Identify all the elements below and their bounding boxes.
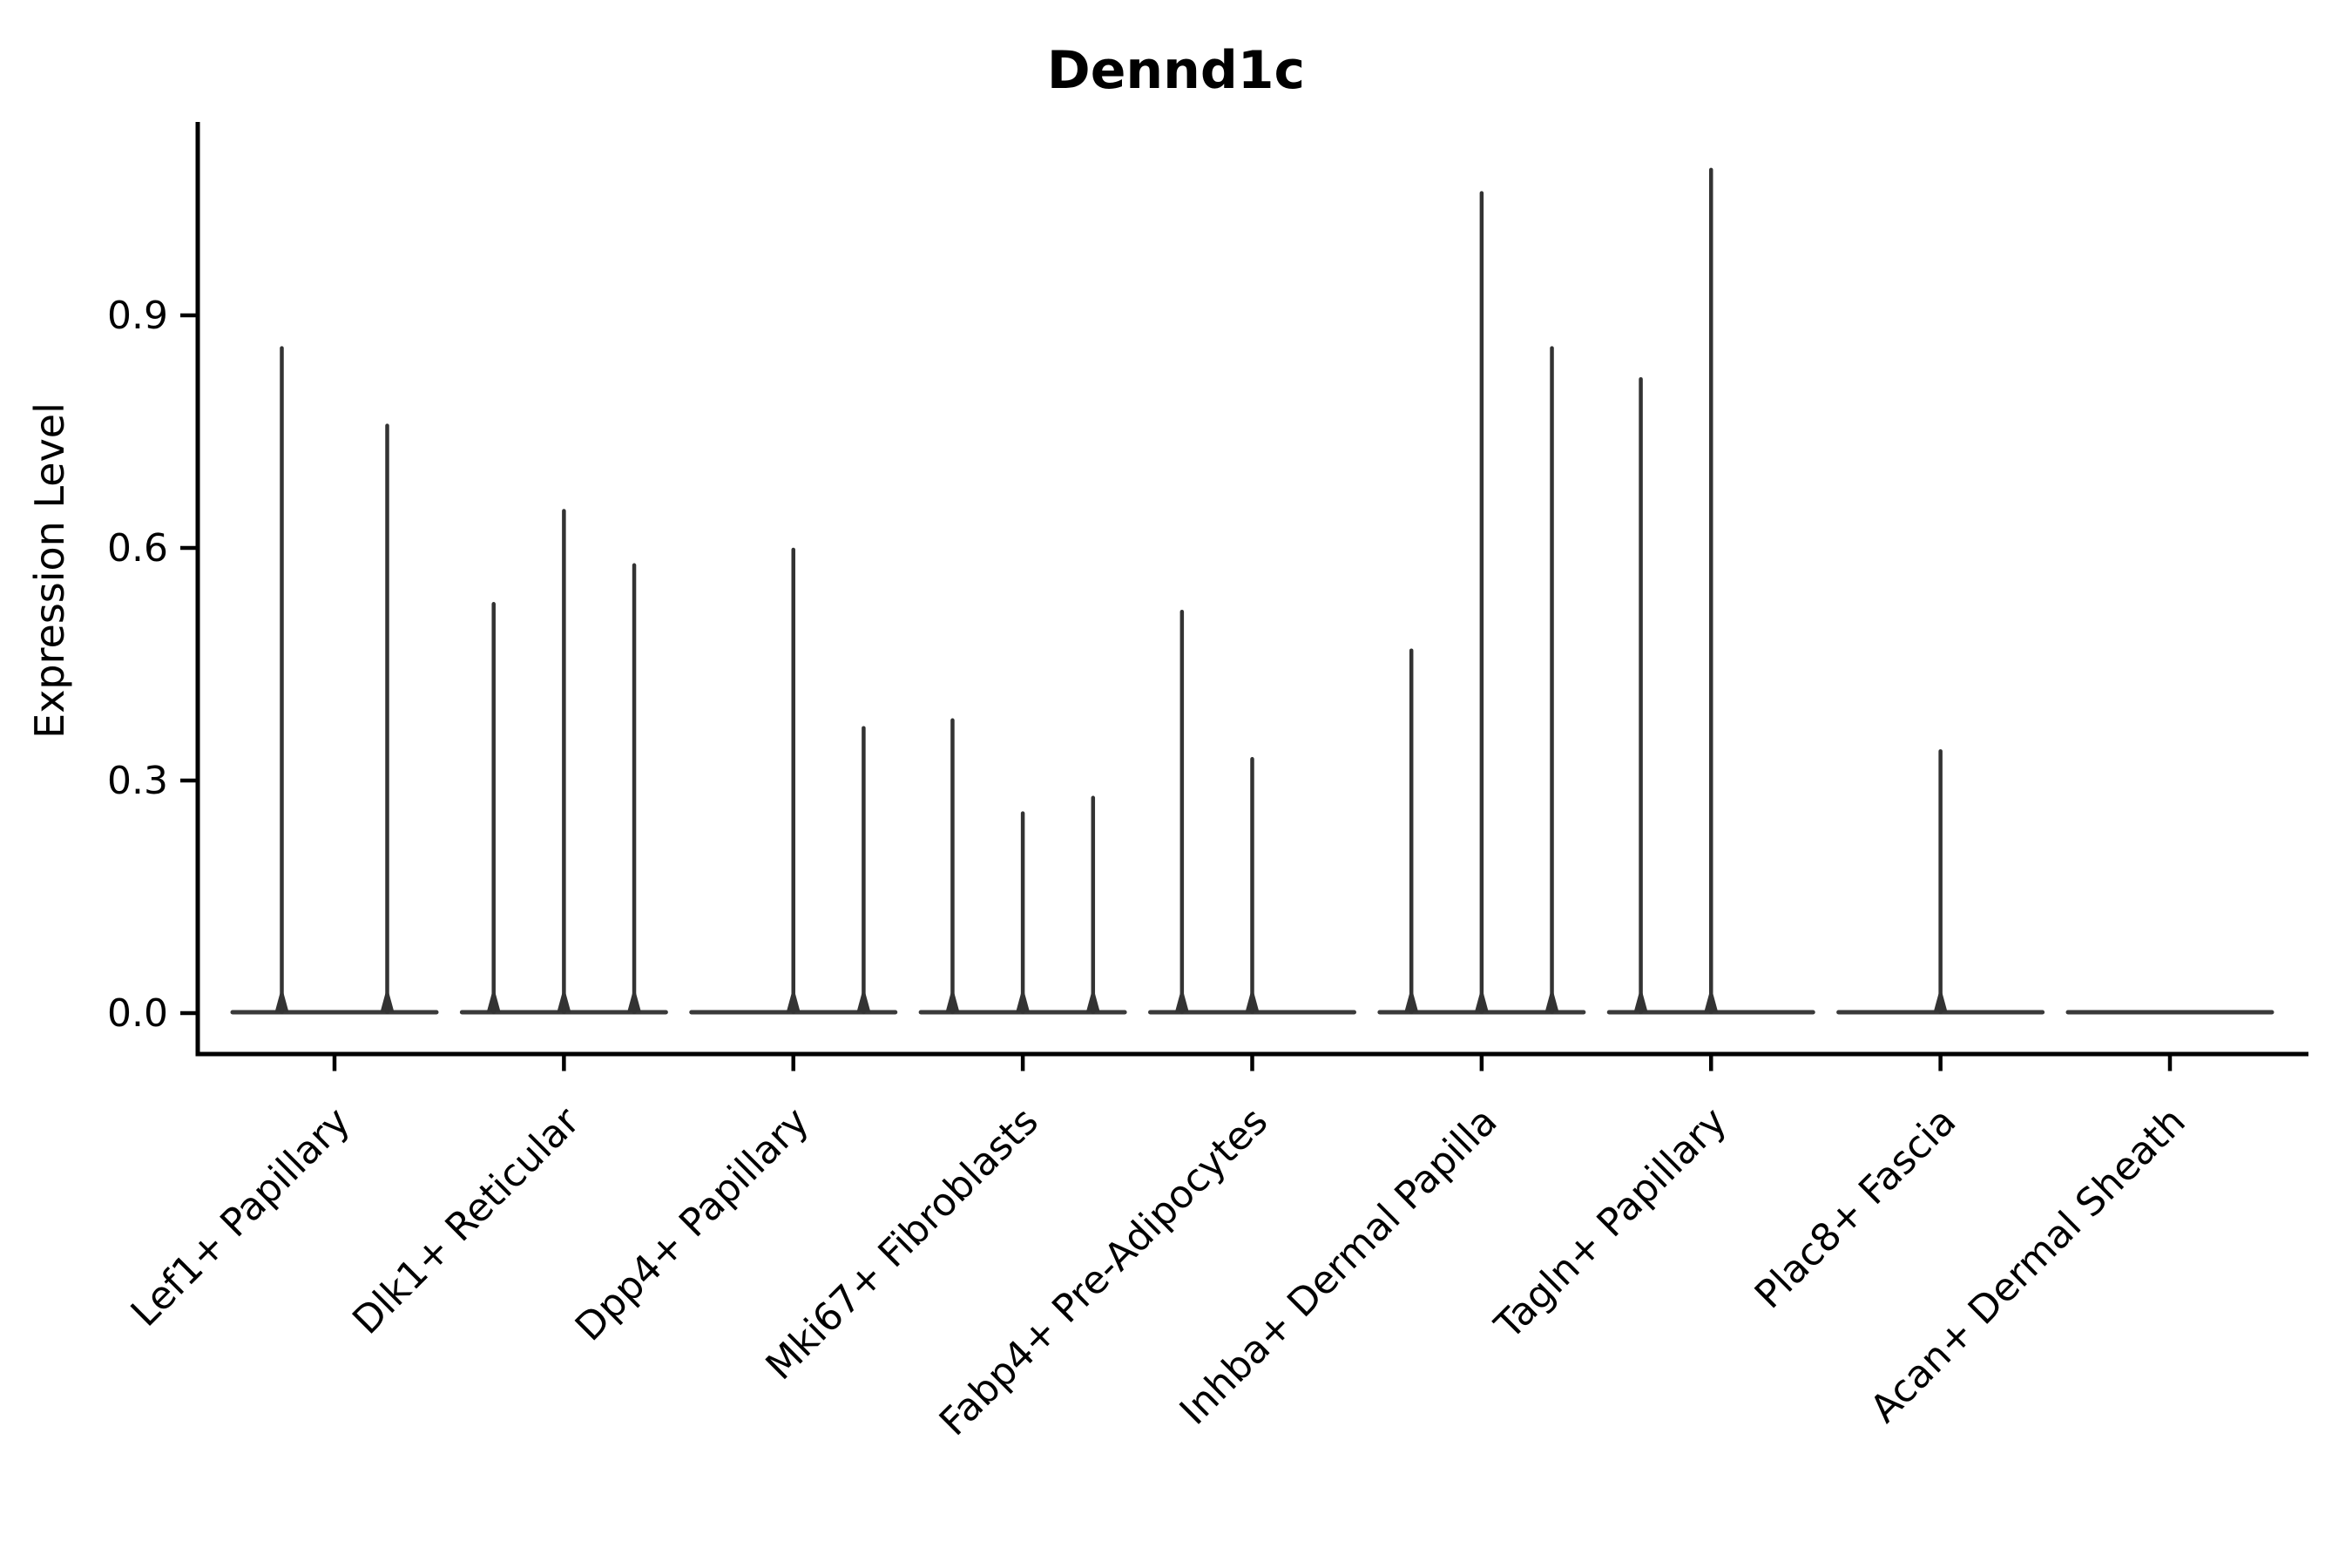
x-tick-label: Dlk1+ Reticular (344, 1098, 589, 1343)
y-tick-label: 0.6 (107, 526, 168, 571)
axes-layer (180, 122, 2308, 1071)
y-tick-label: 0.9 (107, 294, 168, 338)
chart-title: Dennd1c (1047, 40, 1305, 101)
x-tick-label: Lef1+ Papillary (123, 1099, 359, 1335)
y-tick-label: 0.3 (107, 759, 168, 803)
x-tick-label: Dpp4+ Papillary (567, 1099, 818, 1350)
x-tick-label: Plac8+ Fascia (1747, 1099, 1965, 1318)
y-tick-label: 0.0 (107, 991, 168, 1036)
x-tick-label: Tagln+ Papillary (1486, 1099, 1735, 1348)
y-axis-label: Expression Level (26, 402, 73, 739)
violin-layer (230, 167, 2274, 1015)
